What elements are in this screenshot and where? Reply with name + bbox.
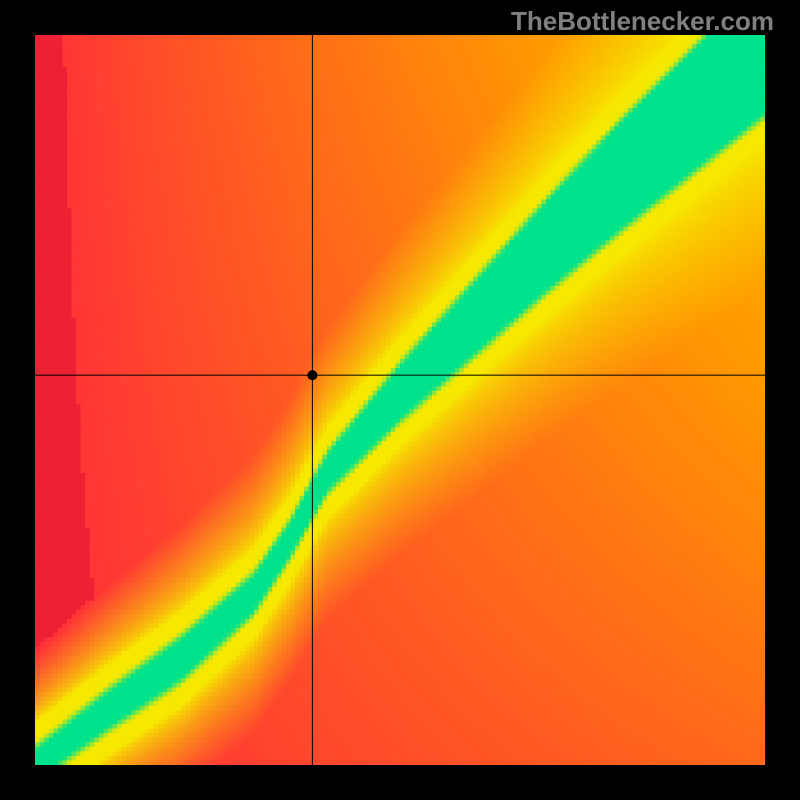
chart-container: TheBottlenecker.com bbox=[0, 0, 800, 800]
watermark-text: TheBottlenecker.com bbox=[511, 6, 774, 37]
bottleneck-heatmap bbox=[0, 0, 800, 800]
